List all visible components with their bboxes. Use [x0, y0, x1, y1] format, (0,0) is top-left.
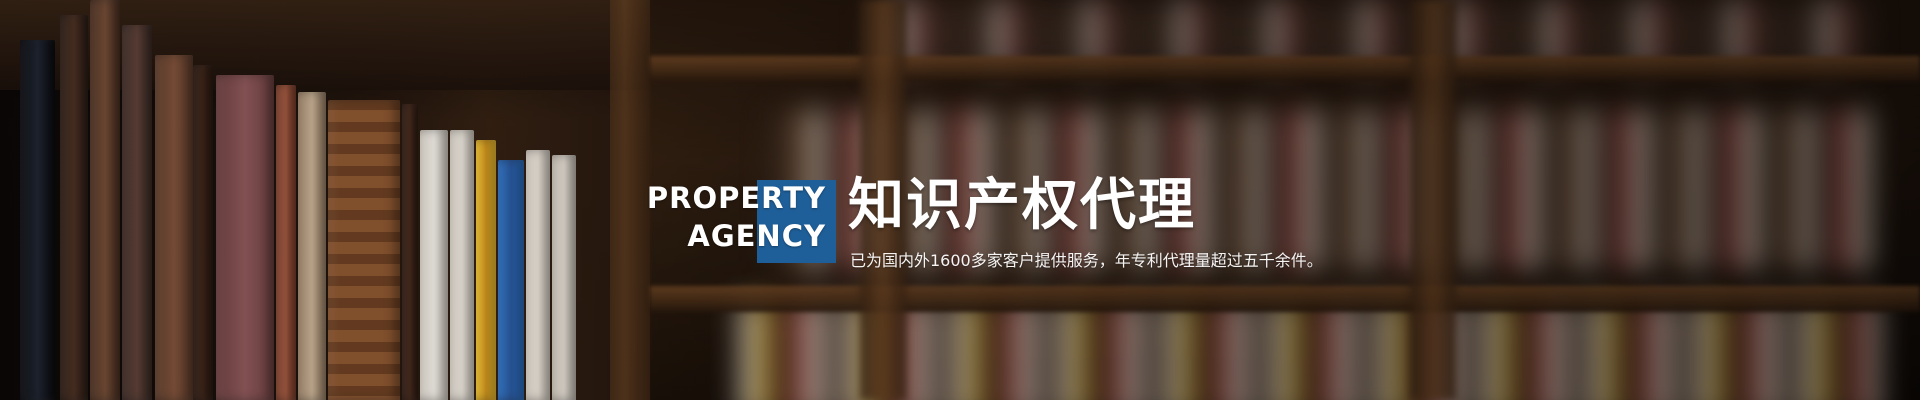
book-spine — [450, 130, 474, 400]
book-spine — [420, 130, 448, 400]
book-spine — [90, 0, 120, 400]
book-spine — [60, 15, 88, 400]
chinese-title: 知识产权代理 — [848, 173, 1196, 238]
books-blur-row-2 — [740, 300, 1880, 400]
books-blur-row-1 — [770, 110, 1870, 270]
book-spine — [328, 100, 400, 400]
shelf-board-1 — [650, 56, 1920, 82]
book-spine — [276, 85, 296, 400]
shelf-post-2 — [1410, 0, 1456, 400]
banner-title-block: PROPERTY AGENCY 知识产权代理 已为国内外1600多家客户提供服务… — [620, 178, 1380, 298]
book-spine — [402, 104, 418, 400]
book-spine — [216, 75, 274, 400]
book-spine — [526, 150, 550, 400]
banner-subtitle: 已为国内外1600多家客户提供服务，年专利代理量超过五千余件。 — [850, 251, 1323, 270]
shelf-post-1 — [860, 0, 906, 400]
book-spine — [498, 160, 524, 400]
english-title-line-2: AGENCY — [687, 219, 826, 253]
english-title-line-1: PROPERTY — [646, 181, 826, 215]
book-spine — [122, 25, 152, 400]
bookshelf-foreground — [0, 0, 652, 400]
book-spine — [193, 65, 213, 400]
english-title-box: PROPERTY AGENCY — [620, 178, 836, 264]
book-spine — [552, 155, 576, 400]
book-spine — [298, 92, 326, 400]
book-spine — [155, 55, 193, 400]
book-spine — [20, 40, 55, 400]
title-accent-block — [757, 180, 836, 263]
shelf-side-post — [610, 0, 652, 400]
book-spine — [476, 140, 496, 400]
